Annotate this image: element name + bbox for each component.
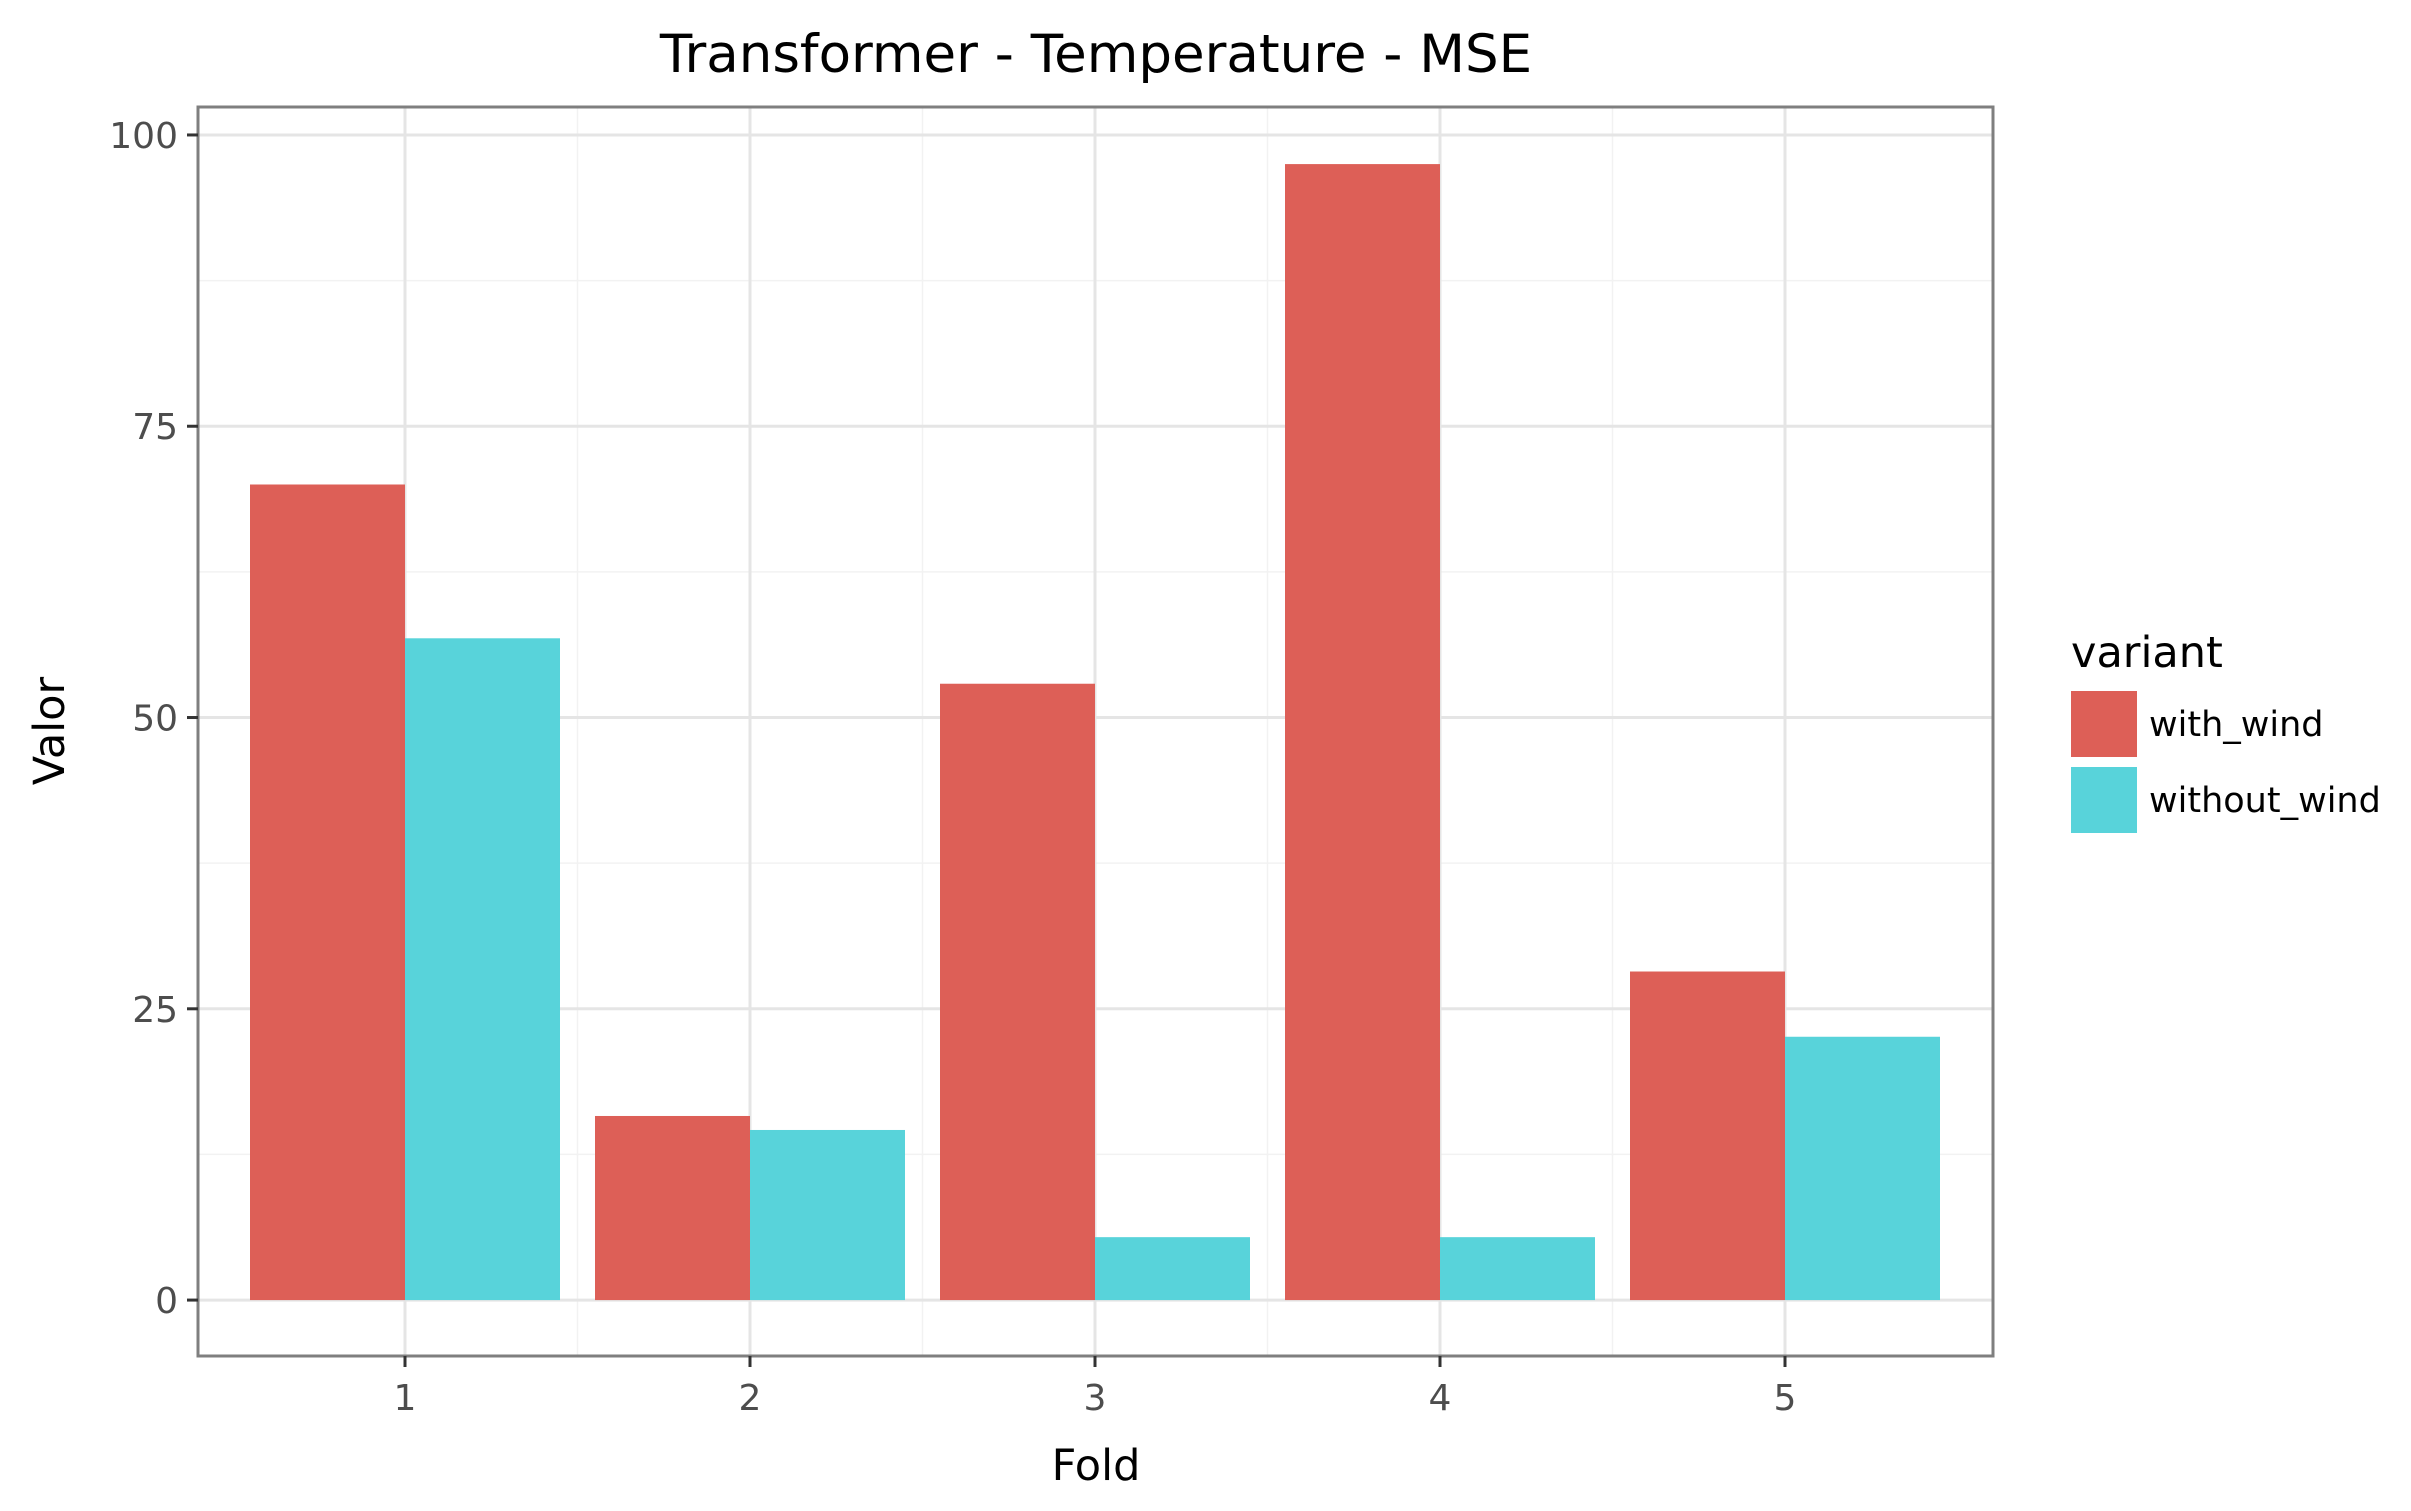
bar-without_wind-fold-3 (1095, 1237, 1250, 1301)
legend: variant with_wind without_wind (2071, 628, 2381, 833)
legend-label-with_wind: with_wind (2149, 705, 2324, 745)
y-tick-label: 100 (109, 116, 178, 157)
x-tick-label: 3 (1084, 1378, 1107, 1419)
y-tick-label: 50 (132, 699, 178, 740)
y-tick-label: 0 (155, 1281, 178, 1322)
legend-label-without_wind: without_wind (2149, 781, 2381, 821)
legend-title: variant (2071, 628, 2223, 678)
x-tick-label: 2 (739, 1378, 762, 1419)
x-tick-label: 5 (1774, 1378, 1797, 1419)
y-axis: 0 25 50 75 100 (109, 116, 198, 1322)
bar-with_wind-fold-3 (940, 683, 1095, 1301)
bar-with_wind-fold-4 (1285, 164, 1440, 1301)
bar-without_wind-fold-5 (1785, 1036, 1940, 1301)
chart-title: Transformer - Temperature - MSE (659, 24, 1532, 85)
bars (250, 164, 1940, 1301)
legend-key-with_wind (2071, 691, 2137, 757)
bar-without_wind-fold-1 (405, 638, 560, 1301)
bar-with_wind-fold-1 (250, 484, 405, 1301)
bar-with_wind-fold-2 (595, 1115, 750, 1301)
y-tick-label: 75 (132, 407, 178, 448)
x-axis: 1 2 3 4 5 (394, 1356, 1797, 1419)
bar-without_wind-fold-2 (750, 1129, 905, 1301)
y-tick-label: 25 (132, 990, 178, 1031)
x-tick-label: 4 (1429, 1378, 1452, 1419)
y-axis-title: Valor (25, 677, 75, 786)
bar-with_wind-fold-5 (1630, 971, 1785, 1301)
legend-key-without_wind (2071, 767, 2137, 833)
x-tick-label: 1 (394, 1378, 417, 1419)
x-axis-title: Fold (1052, 1441, 1141, 1491)
bar-without_wind-fold-4 (1440, 1237, 1595, 1301)
